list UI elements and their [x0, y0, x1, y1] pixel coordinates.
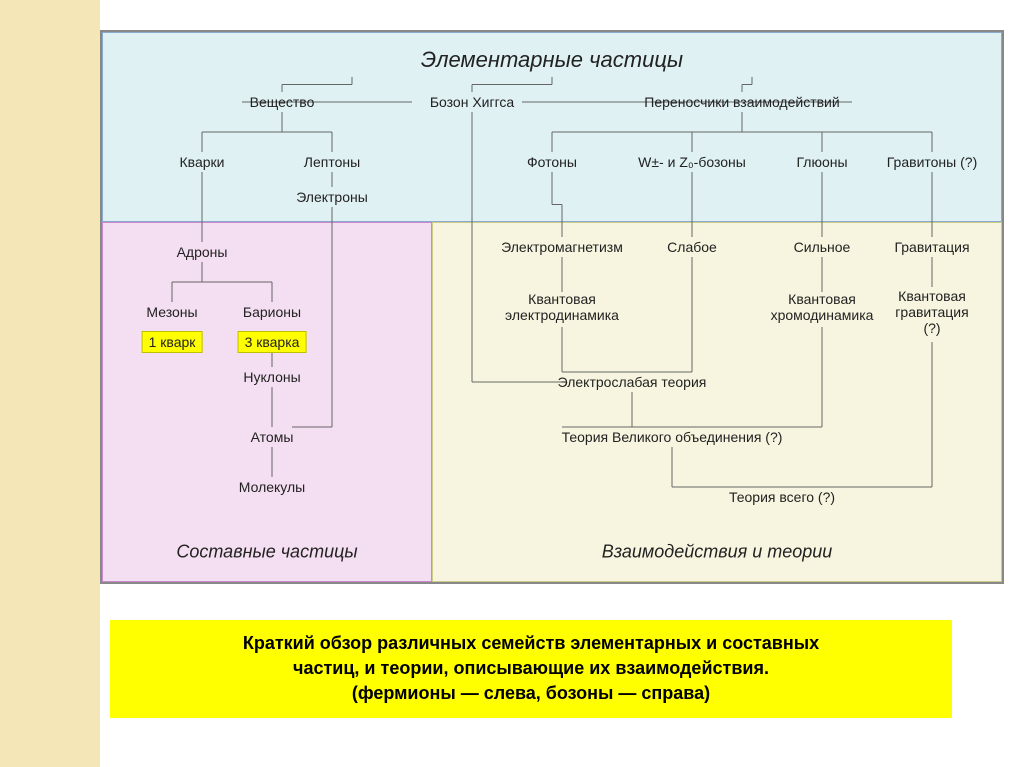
- node-wzbosons: W±- и Z₀-бозоны: [638, 154, 746, 170]
- node-electrons: Электроны: [296, 189, 368, 205]
- node-gluons: Глюоны: [796, 154, 847, 170]
- node-higgs: Бозон Хиггса: [430, 94, 514, 110]
- node-gut: Теория Великого объединения (?): [562, 429, 783, 445]
- node-hl3: 3 кварка: [238, 334, 307, 350]
- node-leptons: Лептоны: [304, 154, 360, 170]
- node-theories_title: Взаимодействия и теории: [602, 542, 833, 563]
- node-qed: Квантоваяэлектродинамика: [505, 291, 619, 323]
- node-baryons: Барионы: [243, 304, 301, 320]
- node-qgrav: Квантоваягравитация(?): [895, 288, 968, 336]
- node-carriers: Переносчики взаимодействий: [644, 94, 839, 110]
- node-toe: Теория всего (?): [729, 489, 835, 505]
- diagram-title: Элементарные частицы: [421, 47, 683, 73]
- node-matter: Вещество: [250, 94, 315, 110]
- node-gravity: Гравитация: [894, 239, 969, 255]
- node-photons: Фотоны: [527, 154, 577, 170]
- node-strong: Сильное: [794, 239, 851, 255]
- node-weak: Слабое: [667, 239, 717, 255]
- node-nucleons: Нуклоны: [243, 369, 300, 385]
- node-hadrons: Адроны: [177, 244, 228, 260]
- node-gravitons: Гравитоны (?): [887, 154, 977, 170]
- node-electroweak: Электрослабая теория: [558, 374, 707, 390]
- caption-line2: частиц, и теории, описывающие их взаимод…: [131, 656, 931, 681]
- caption-line3: (фермионы — слева, бозоны — справа): [131, 681, 931, 706]
- node-hl1: 1 кварк: [142, 334, 203, 350]
- particle-diagram: Элементарные частицы Вещество Бозон Хиггса…: [100, 30, 1004, 584]
- node-em: Электромагнетизм: [501, 239, 623, 255]
- node-atoms: Атомы: [251, 429, 294, 445]
- node-composite_title: Составные частицы: [176, 542, 357, 563]
- node-mesons: Мезоны: [146, 304, 197, 320]
- node-quarks: Кварки: [180, 154, 225, 170]
- caption-box: Краткий обзор различных семейств элемент…: [110, 620, 952, 718]
- node-molecules: Молекулы: [239, 479, 305, 495]
- node-qcd: Квантоваяхромодинамика: [771, 291, 874, 323]
- caption-line1: Краткий обзор различных семейств элемент…: [131, 631, 931, 656]
